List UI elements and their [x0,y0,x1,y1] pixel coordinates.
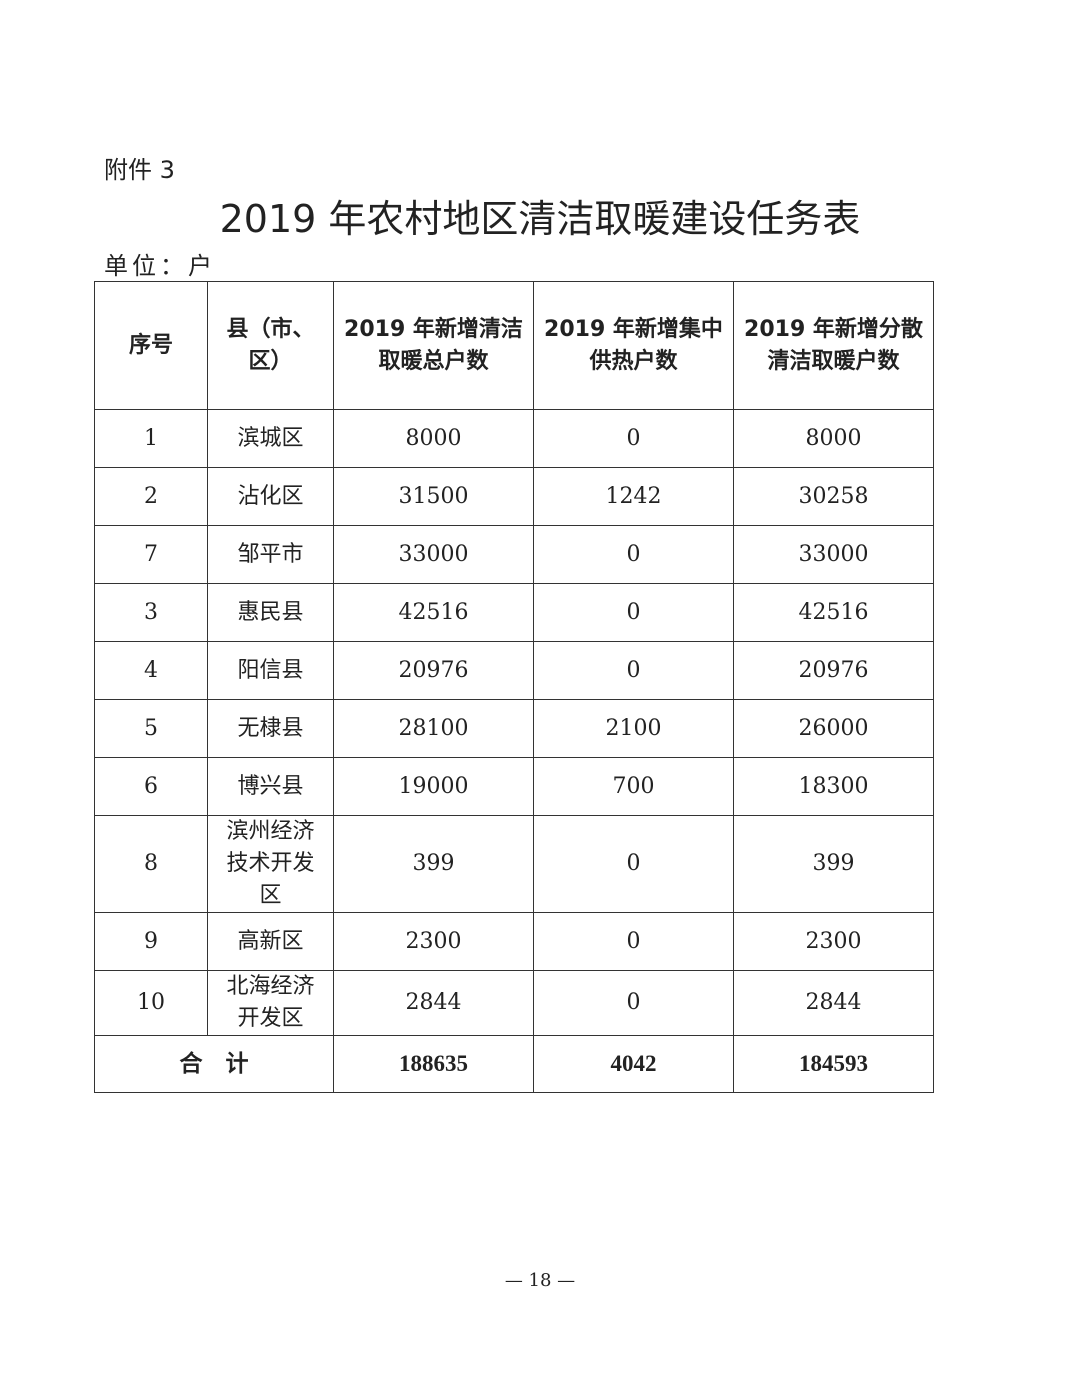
attachment-label: 附件 3 [104,156,175,184]
header-cell: 2019 年新增分散清洁取暖户数 [733,281,934,410]
central-heating-cell: 0 [533,912,734,971]
header-cell: 序号 [94,281,208,410]
total-households-cell: 8000 [333,409,534,468]
header-cell: 2019 年新增清洁取暖总户数 [333,281,534,410]
county-cell: 无棣县 [207,699,334,758]
distributed-heating-cell: 2300 [733,912,934,971]
table-row: 4 阳信县 20976 0 20976 [94,641,934,700]
total-households-cell: 42516 [333,583,534,642]
total-households-cell: 31500 [333,467,534,526]
distributed-heating-cell: 20976 [733,641,934,700]
table-row: 3 惠民县 42516 0 42516 [94,583,934,642]
page-number: — 18 — [504,1270,576,1291]
header-cell: 县（市、区） [207,281,334,410]
header-row: 序号 县（市、区） 2019 年新增清洁取暖总户数 2019 年新增集中供热户数… [94,281,934,410]
total-households-cell: 28100 [333,699,534,758]
index-cell: 7 [94,525,208,584]
county-cell: 邹平市 [207,525,334,584]
distributed-heating-cell: 30258 [733,467,934,526]
central-heating-cell: 2100 [533,699,734,758]
distributed-heating-cell: 33000 [733,525,934,584]
distributed-heating-cell: 18300 [733,757,934,816]
central-heating-cell: 0 [533,641,734,700]
total-cell: 184593 [733,1035,934,1093]
table-row: 10 北海经济开发区 2844 0 2844 [94,970,934,1036]
index-cell: 9 [94,912,208,971]
central-heating-cell: 0 [533,409,734,468]
index-cell: 10 [94,970,208,1036]
index-cell: 6 [94,757,208,816]
county-cell: 滨城区 [207,409,334,468]
central-heating-cell: 0 [533,970,734,1036]
distributed-heating-cell: 399 [733,815,934,913]
total-households-cell: 33000 [333,525,534,584]
table-row: 2 沾化区 31500 1242 30258 [94,467,934,526]
table-row: 9 高新区 2300 0 2300 [94,912,934,971]
central-heating-cell: 700 [533,757,734,816]
total-households-cell: 399 [333,815,534,913]
total-households-cell: 2844 [333,970,534,1036]
index-cell: 1 [94,409,208,468]
index-cell: 5 [94,699,208,758]
table-row: 1 滨城区 8000 0 8000 [94,409,934,468]
total-households-cell: 2300 [333,912,534,971]
index-cell: 8 [94,815,208,913]
table-row: 8 滨州经济技术开发区 399 0 399 [94,815,934,913]
county-cell: 高新区 [207,912,334,971]
total-households-cell: 20976 [333,641,534,700]
total-row: 合 计 188635 4042 184593 [94,1035,934,1093]
central-heating-cell: 0 [533,815,734,913]
county-cell: 博兴县 [207,757,334,816]
central-heating-cell: 1242 [533,467,734,526]
index-cell: 2 [94,467,208,526]
central-heating-cell: 0 [533,525,734,584]
total-cell: 188635 [333,1035,534,1093]
central-heating-cell: 0 [533,583,734,642]
county-cell: 阳信县 [207,641,334,700]
task-table: 序号 县（市、区） 2019 年新增清洁取暖总户数 2019 年新增集中供热户数… [94,281,934,1093]
index-cell: 4 [94,641,208,700]
county-cell: 惠民县 [207,583,334,642]
table-row: 7 邹平市 33000 0 33000 [94,525,934,584]
index-cell: 3 [94,583,208,642]
table-row: 6 博兴县 19000 700 18300 [94,757,934,816]
distributed-heating-cell: 8000 [733,409,934,468]
table-row: 5 无棣县 28100 2100 26000 [94,699,934,758]
header-cell: 2019 年新增集中供热户数 [533,281,734,410]
county-cell: 沾化区 [207,467,334,526]
distributed-heating-cell: 26000 [733,699,934,758]
page-title: 2019 年农村地区清洁取暖建设任务表 [219,197,861,241]
county-cell: 北海经济开发区 [207,970,334,1036]
total-cell: 4042 [533,1035,734,1093]
total-households-cell: 19000 [333,757,534,816]
county-cell: 滨州经济技术开发区 [207,815,334,913]
unit-label: 单位：户 [104,252,216,280]
distributed-heating-cell: 2844 [733,970,934,1036]
total-label: 合 计 [94,1035,334,1093]
distributed-heating-cell: 42516 [733,583,934,642]
